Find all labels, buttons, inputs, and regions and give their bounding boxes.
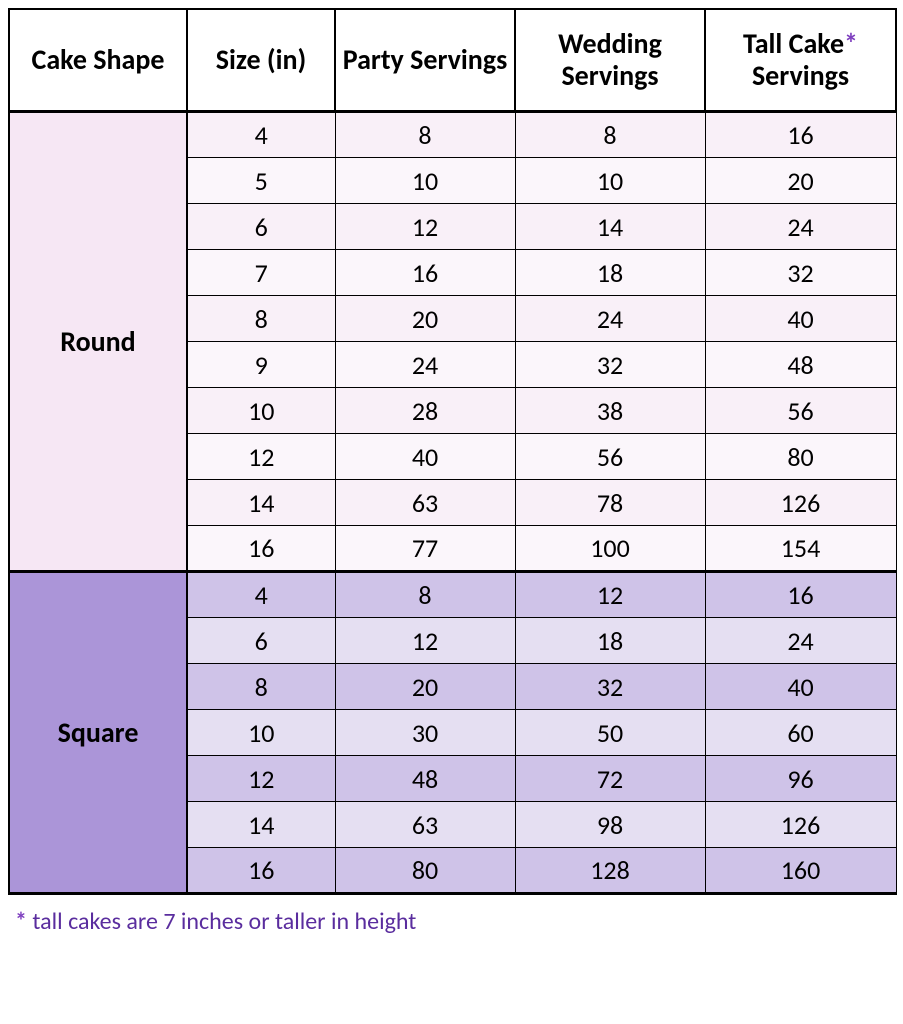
cell: 8 bbox=[187, 296, 335, 342]
asterisk-icon: * bbox=[844, 26, 858, 61]
cell: 7 bbox=[187, 250, 335, 296]
cell: 126 bbox=[705, 480, 896, 526]
cell: 16 bbox=[335, 250, 515, 296]
cell: 128 bbox=[515, 848, 705, 894]
cell: 56 bbox=[515, 434, 705, 480]
header-tall: Tall Cake* Servings bbox=[705, 9, 896, 112]
cell: 8 bbox=[335, 572, 515, 618]
cell: 98 bbox=[515, 802, 705, 848]
cell: 160 bbox=[705, 848, 896, 894]
cell: 40 bbox=[705, 296, 896, 342]
cell: 56 bbox=[705, 388, 896, 434]
footnote: * tall cakes are 7 inches or taller in h… bbox=[9, 894, 896, 949]
cell: 12 bbox=[515, 572, 705, 618]
cell: 14 bbox=[515, 204, 705, 250]
header-tall-post: Servings bbox=[752, 58, 849, 93]
cell: 32 bbox=[515, 342, 705, 388]
cell: 38 bbox=[515, 388, 705, 434]
cell: 78 bbox=[515, 480, 705, 526]
header-tall-pre: Tall Cake bbox=[743, 26, 844, 61]
cell: 48 bbox=[335, 756, 515, 802]
cell: 12 bbox=[335, 204, 515, 250]
cell: 5 bbox=[187, 158, 335, 204]
cell: 24 bbox=[705, 204, 896, 250]
cell: 24 bbox=[335, 342, 515, 388]
cell: 14 bbox=[187, 802, 335, 848]
header-wedding: Wedding Servings bbox=[515, 9, 705, 112]
cell: 32 bbox=[705, 250, 896, 296]
table-body: Round48816510102061214247161832820244092… bbox=[9, 112, 896, 894]
cell: 24 bbox=[515, 296, 705, 342]
table-header: Cake Shape Size (in) Party Servings Wedd… bbox=[9, 9, 896, 112]
cell: 8 bbox=[515, 112, 705, 158]
cell: 8 bbox=[187, 664, 335, 710]
cell: 16 bbox=[187, 526, 335, 572]
cell: 9 bbox=[187, 342, 335, 388]
cell: 63 bbox=[335, 802, 515, 848]
cell: 12 bbox=[335, 618, 515, 664]
cell: 8 bbox=[335, 112, 515, 158]
cell: 80 bbox=[335, 848, 515, 894]
cell: 50 bbox=[515, 710, 705, 756]
header-size: Size (in) bbox=[187, 9, 335, 112]
cell: 28 bbox=[335, 388, 515, 434]
cell: 16 bbox=[187, 848, 335, 894]
cell: 10 bbox=[335, 158, 515, 204]
footnote-asterisk-icon: * bbox=[15, 907, 27, 936]
cell: 10 bbox=[187, 388, 335, 434]
cell: 4 bbox=[187, 572, 335, 618]
cell: 16 bbox=[705, 572, 896, 618]
header-party: Party Servings bbox=[335, 9, 515, 112]
cell: 20 bbox=[335, 296, 515, 342]
cell: 77 bbox=[335, 526, 515, 572]
cell: 6 bbox=[187, 618, 335, 664]
shape-cell: Round bbox=[9, 112, 187, 572]
cell: 80 bbox=[705, 434, 896, 480]
cell: 63 bbox=[335, 480, 515, 526]
cell: 16 bbox=[705, 112, 896, 158]
cell: 18 bbox=[515, 618, 705, 664]
cell: 48 bbox=[705, 342, 896, 388]
cell: 12 bbox=[187, 756, 335, 802]
cake-servings-table: Cake Shape Size (in) Party Servings Wedd… bbox=[8, 8, 897, 948]
cell: 4 bbox=[187, 112, 335, 158]
cell: 60 bbox=[705, 710, 896, 756]
header-shape: Cake Shape bbox=[9, 9, 187, 112]
cell: 126 bbox=[705, 802, 896, 848]
cell: 10 bbox=[187, 710, 335, 756]
cell: 40 bbox=[705, 664, 896, 710]
footnote-text: tall cakes are 7 inches or taller in hei… bbox=[27, 907, 416, 936]
cell: 20 bbox=[705, 158, 896, 204]
cell: 40 bbox=[335, 434, 515, 480]
shape-cell: Square bbox=[9, 572, 187, 894]
cell: 72 bbox=[515, 756, 705, 802]
cell: 20 bbox=[335, 664, 515, 710]
cell: 12 bbox=[187, 434, 335, 480]
table-row: Square481216 bbox=[9, 572, 896, 618]
cell: 10 bbox=[515, 158, 705, 204]
cell: 100 bbox=[515, 526, 705, 572]
cell: 18 bbox=[515, 250, 705, 296]
cell: 32 bbox=[515, 664, 705, 710]
cell: 30 bbox=[335, 710, 515, 756]
cell: 96 bbox=[705, 756, 896, 802]
table-row: Round48816 bbox=[9, 112, 896, 158]
cell: 24 bbox=[705, 618, 896, 664]
cell: 6 bbox=[187, 204, 335, 250]
cell: 154 bbox=[705, 526, 896, 572]
cell: 14 bbox=[187, 480, 335, 526]
